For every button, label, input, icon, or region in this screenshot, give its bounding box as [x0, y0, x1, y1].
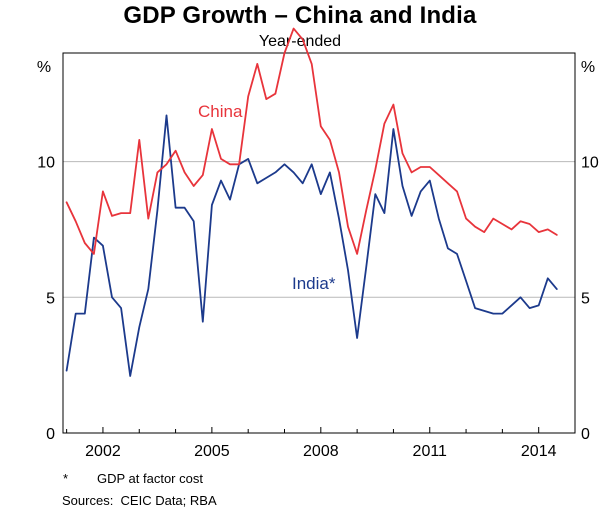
- footnote-marker: *: [63, 471, 69, 486]
- x-tick-label-2005: 2005: [194, 443, 230, 460]
- series-lines: [65, 27, 558, 377]
- x-tick-label-2014: 2014: [521, 443, 557, 460]
- footnote-text: GDP at factor cost: [97, 471, 203, 486]
- right-unit-label: %: [581, 59, 595, 76]
- plot-frame: [62, 52, 576, 434]
- y-tick-left-10: 10: [37, 155, 55, 172]
- y-tick-left-0: 0: [46, 426, 55, 443]
- series-line-india: [65, 114, 558, 377]
- chart-title: GDP Growth – China and India: [123, 2, 477, 29]
- series-label-india: India*: [292, 274, 336, 293]
- sources-note: Sources: CEIC Data; RBA: [62, 493, 217, 508]
- y-tick-right-0: 0: [581, 426, 590, 443]
- gridlines: [63, 161, 575, 298]
- chart-subtitle: Year-ended: [258, 33, 342, 50]
- axis-ticks: 0 0 5 5 10 10 2002 2005 2008 2011 2014: [37, 155, 599, 460]
- left-unit-label: %: [37, 59, 51, 76]
- x-tick-label-2011: 2011: [413, 443, 448, 460]
- x-tick-label-2002: 2002: [85, 443, 121, 460]
- series-label-china: China: [198, 102, 243, 121]
- x-tick-label-2008: 2008: [303, 443, 339, 460]
- series-line-china: [65, 27, 558, 255]
- y-tick-right-10: 10: [581, 155, 599, 172]
- y-tick-left-5: 5: [46, 290, 55, 307]
- y-tick-right-5: 5: [581, 290, 590, 307]
